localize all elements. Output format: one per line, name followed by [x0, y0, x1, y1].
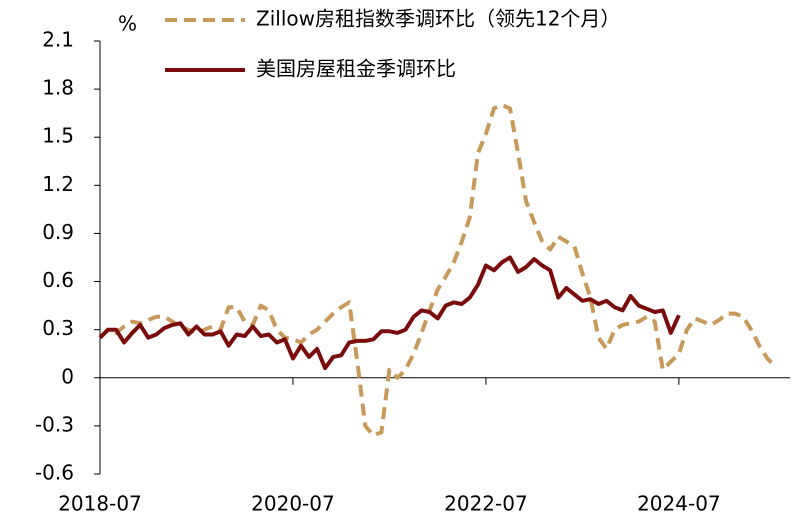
legend-label: 美国房屋租金季调环比	[256, 57, 456, 81]
y-tick-label: -0.6	[35, 461, 74, 485]
y-tick-label: -0.3	[35, 412, 74, 436]
y-tick-label: 2.1	[42, 28, 74, 52]
y-tick-label: 1.2	[42, 172, 74, 196]
y-tick-label: 1.5	[42, 124, 74, 148]
y-tick-label: 1.8	[42, 76, 74, 100]
series-line	[98, 103, 777, 438]
x-tick-label: 2020-07	[251, 492, 335, 516]
x-tick-label: 2022-07	[444, 492, 528, 516]
series-line	[98, 255, 681, 371]
y-tick-label: 0.9	[42, 220, 74, 244]
y-tick-label: 0.6	[42, 268, 74, 292]
y-tick-label: 0	[61, 364, 74, 388]
y-tick-label: 0.3	[42, 316, 74, 340]
x-tick-label: 2024-07	[637, 492, 721, 516]
x-tick-label: 2018-07	[58, 492, 142, 516]
y-unit: %	[118, 12, 137, 36]
legend-label: Zillow房租指数季调环比（领先12个月）	[256, 7, 620, 31]
